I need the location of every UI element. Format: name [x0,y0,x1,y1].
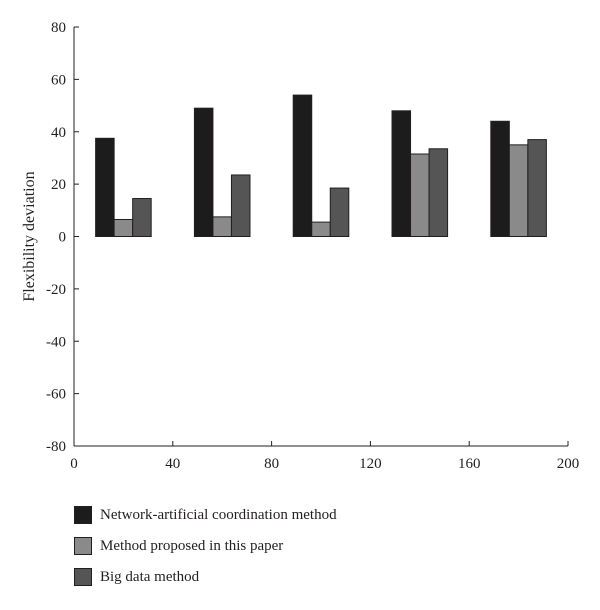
bar-s1-g0 [113,218,134,237]
y-tick-label: -40 [46,334,66,350]
x-tick-label: 40 [165,456,180,470]
bar-s0-g1 [193,107,214,238]
legend-swatch-proposed [74,537,92,555]
legend-swatch-network [74,506,92,524]
bar-s1-g3 [410,153,430,237]
x-tick-label: 80 [264,456,279,470]
y-axis-label: Flexibility deviation [21,171,38,301]
legend-swatch-bigdata [74,568,92,586]
chart: -80-60-40-2002040608004080120160200Time … [21,20,580,494]
x-tick-label: 0 [70,456,78,470]
x-tick-label: 160 [458,456,481,470]
bar-s0-g0 [95,137,115,237]
legend-label-bigdata: Big data method [100,568,200,585]
x-tick-label: 200 [557,456,580,470]
y-tick-label: 80 [51,20,66,36]
bar-s0-g2 [292,94,313,238]
legend-label-network: Network-artificial coordination method [100,506,337,523]
bar-s2-g3 [428,148,449,238]
bar-s2-g4 [527,139,547,237]
y-tick-label: 20 [51,177,66,193]
bar-s1-g1 [212,216,232,237]
chart-svg: -80-60-40-2002040608004080120160200Time … [21,20,580,494]
bar-s2-g0 [132,198,152,237]
bar-s0-g3 [391,110,412,237]
legend-label-proposed: Method proposed in this paper [100,537,284,554]
legend: Network-artificial coordination method M… [74,505,337,598]
legend-item-proposed: Method proposed in this paper [74,536,337,556]
y-tick-label: 0 [59,230,67,246]
bar-s1-g4 [508,144,529,237]
y-tick-label: -60 [46,387,66,403]
y-tick-label: 40 [51,125,66,141]
bar-s2-g2 [329,187,350,238]
bar-s0-g4 [490,120,510,237]
bar-s2-g1 [230,174,251,238]
legend-item-bigdata: Big data method [74,567,337,587]
y-tick-label: -80 [46,439,66,455]
y-tick-label: -20 [46,282,66,298]
bar-s1-g2 [311,221,331,238]
x-tick-label: 120 [359,456,382,470]
y-tick-label: 60 [51,72,66,88]
legend-item-network: Network-artificial coordination method [74,505,337,525]
